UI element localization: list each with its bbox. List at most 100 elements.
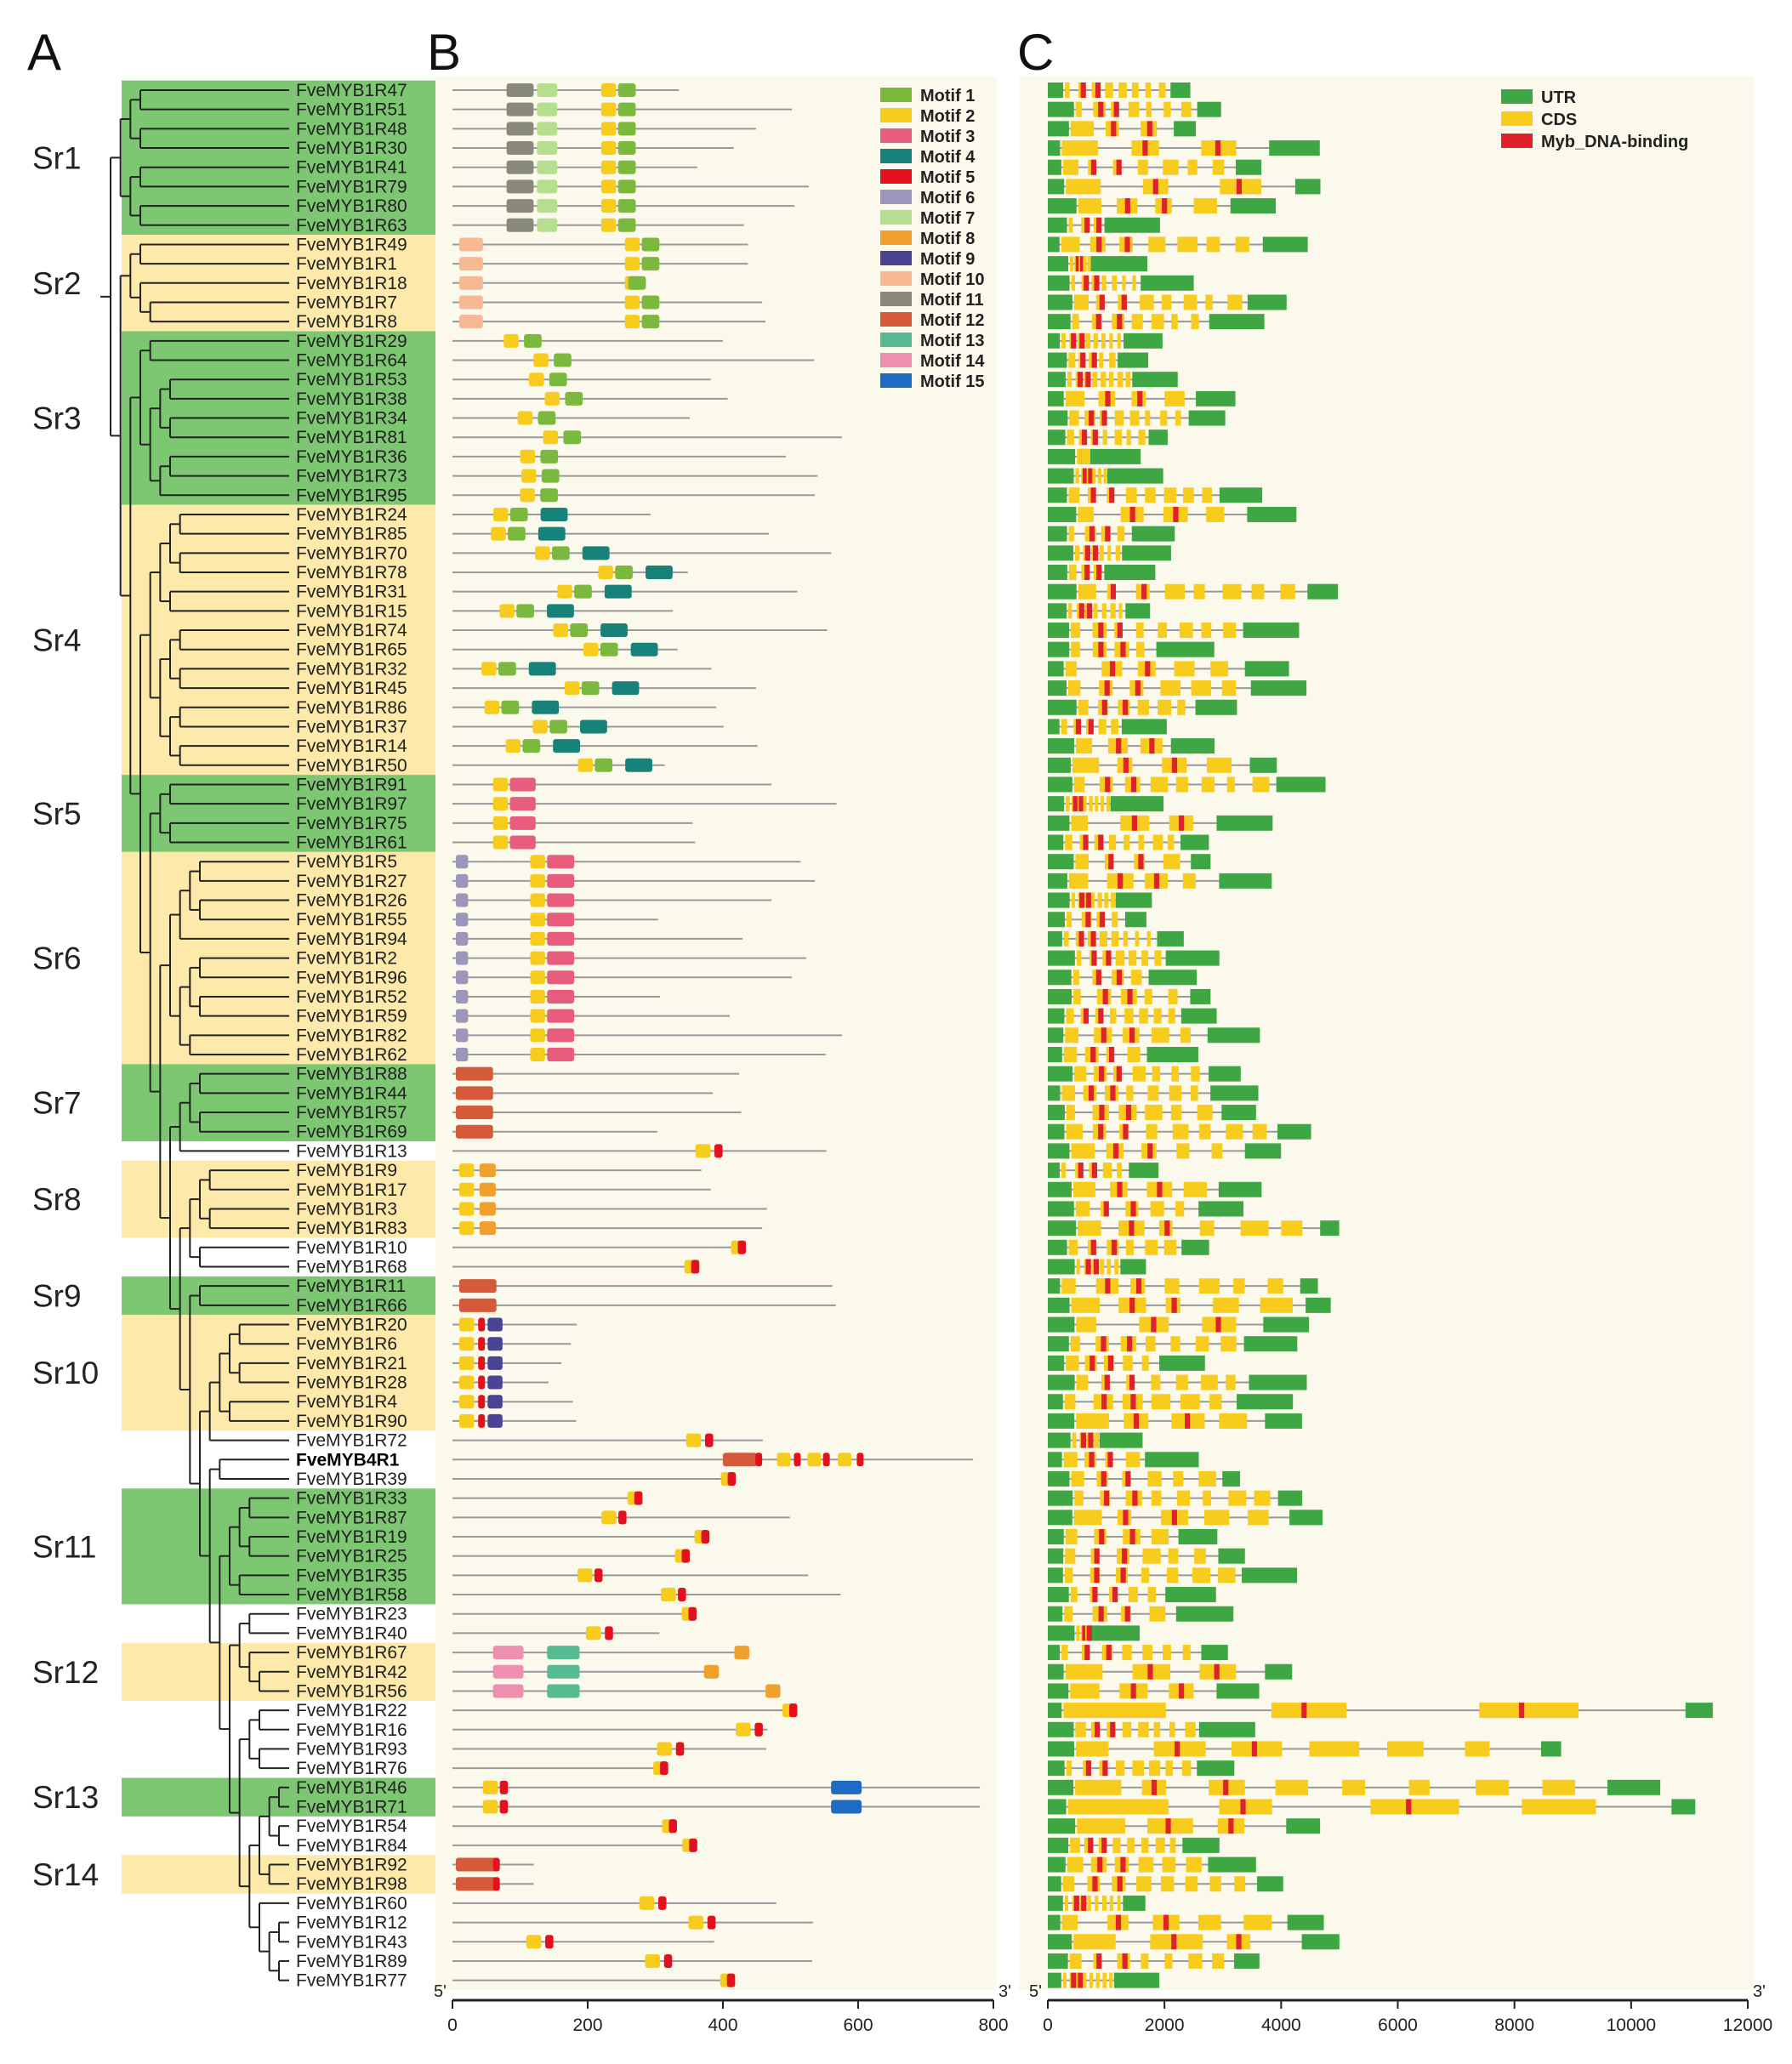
motif-box — [630, 642, 658, 657]
utr-box — [1048, 776, 1072, 793]
cds-box — [1067, 1799, 1169, 1815]
cds-box — [1182, 873, 1196, 889]
myb-domain-box — [1145, 661, 1151, 677]
myb-domain-box — [1098, 101, 1104, 117]
cds-box — [1204, 1510, 1230, 1526]
myb-domain-box — [1099, 294, 1105, 310]
motif-box — [547, 893, 575, 907]
motif-box — [530, 931, 545, 946]
utr-box — [1218, 1181, 1262, 1197]
myb-domain-box — [1122, 1548, 1128, 1564]
motif-box — [625, 758, 652, 772]
utr-box — [1048, 1259, 1075, 1275]
utr-box — [1048, 1278, 1061, 1294]
gene-label: FveMYB1R36 — [296, 447, 407, 467]
motif-box — [458, 1317, 475, 1332]
subfamily-label: Sr2 — [32, 266, 82, 301]
cds-box — [1172, 1123, 1189, 1140]
gene-label: FveMYB1R81 — [296, 428, 407, 447]
motif-diagrams — [452, 83, 981, 1987]
motif-box — [530, 893, 545, 907]
motif-legend-swatch — [880, 88, 912, 102]
motif-box — [594, 1568, 603, 1583]
utr-box — [1048, 892, 1070, 908]
cds-box — [1065, 1027, 1078, 1043]
myb-domain-box — [1240, 1799, 1246, 1815]
cds-box — [1063, 1452, 1078, 1468]
myb-domain-box — [1089, 526, 1095, 542]
motif-box — [537, 199, 558, 213]
cds-box — [1281, 1220, 1303, 1237]
myb-domain-box — [1130, 1201, 1136, 1217]
cds-box — [1185, 1876, 1198, 1892]
utr-box — [1048, 1645, 1061, 1661]
myb-domain-box — [1088, 468, 1094, 484]
cds-box — [1235, 236, 1249, 253]
motif-box — [547, 931, 575, 946]
cds-box — [1068, 352, 1076, 368]
motif-box — [530, 989, 545, 1004]
cds-box — [1141, 1953, 1149, 1969]
utr-box — [1131, 526, 1175, 542]
cds-box — [1181, 1760, 1192, 1777]
motif-box — [487, 1413, 503, 1428]
cds-box — [1066, 1123, 1083, 1140]
motif-box — [501, 700, 520, 714]
motif-box — [492, 777, 509, 792]
gene-axis-tick-label: 12000 — [1723, 2016, 1772, 2035]
motif-box — [520, 449, 536, 463]
myb-domain-box — [1157, 1181, 1163, 1197]
utr-box — [1607, 1779, 1661, 1795]
motif-box — [807, 1453, 822, 1467]
gene-label: FveMYB1R38 — [296, 389, 407, 409]
utr-box — [1048, 198, 1077, 214]
cds-box — [1073, 294, 1089, 310]
cds-box — [1068, 565, 1077, 580]
motif-box — [458, 1279, 497, 1294]
cds-box — [1175, 410, 1181, 426]
motif-box — [478, 1337, 486, 1351]
myb-domain-box — [1185, 1413, 1191, 1429]
utr-box — [1048, 565, 1067, 580]
utr-box — [1263, 1316, 1310, 1333]
myb-domain-box — [1236, 1934, 1242, 1950]
myb-domain-box — [1123, 1510, 1129, 1526]
motif-box — [678, 1588, 686, 1602]
cds-box — [1203, 1490, 1212, 1506]
protein-axis-tick-label: 800 — [978, 2016, 1008, 2035]
myb-domain-box — [1301, 1703, 1307, 1719]
cds-box — [1062, 159, 1079, 175]
gene-axis-tick-label: 4000 — [1261, 2016, 1301, 2035]
utr-box — [1048, 217, 1067, 233]
motif-box — [458, 1395, 475, 1409]
motif-legend-swatch — [880, 190, 912, 204]
gene-label: FveMYB1R6 — [296, 1334, 397, 1354]
cds-box — [1099, 545, 1104, 561]
utr-box — [1048, 1143, 1070, 1159]
motif-box — [517, 411, 533, 425]
utr-box — [1048, 1703, 1062, 1719]
motif-box — [545, 1935, 554, 1949]
cds-box — [1212, 1953, 1225, 1969]
motif-box — [540, 488, 558, 503]
motif-box — [492, 1857, 500, 1872]
myb-domain-box — [1164, 1220, 1170, 1237]
motif-box — [686, 1433, 702, 1447]
utr-box — [1048, 1548, 1064, 1564]
utr-box — [1048, 1355, 1065, 1371]
motif-box — [543, 430, 559, 445]
motif-legend-label: Motif 13 — [920, 332, 985, 350]
motif-box — [617, 218, 636, 232]
cds-box — [1158, 82, 1166, 98]
cds-box — [1072, 969, 1079, 986]
utr-box — [1170, 82, 1191, 98]
cds-box — [1073, 988, 1081, 1004]
gene-label: FveMYB1R53 — [296, 370, 407, 389]
cds-box — [1061, 1914, 1078, 1930]
gene-label: FveMYB1R72 — [296, 1431, 407, 1451]
cds-box — [1117, 333, 1121, 349]
panel-label-c: C — [1017, 24, 1054, 81]
motif-box — [503, 333, 519, 348]
motif-box — [492, 1646, 524, 1660]
utr-box — [1048, 1123, 1065, 1140]
